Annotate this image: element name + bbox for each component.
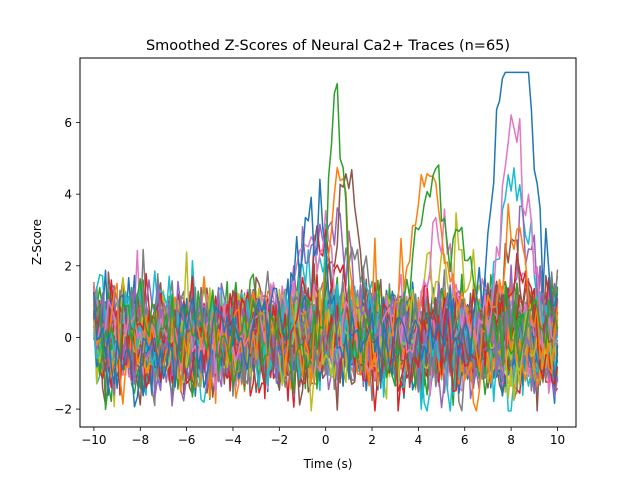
x-tick-label: 10 [550, 433, 565, 447]
x-tick-label: −4 [224, 433, 242, 447]
chart-title: Smoothed Z-Scores of Neural Ca2+ Traces … [146, 38, 510, 54]
y-tick-label: 4 [64, 188, 72, 202]
y-axis-ticks: −2 0 2 4 6 [54, 116, 80, 417]
x-tick-label: −8 [131, 433, 149, 447]
x-tick-label: 8 [507, 433, 515, 447]
x-tick-label: −2 [270, 433, 288, 447]
x-tick-label: −6 [178, 433, 196, 447]
y-tick-label: −2 [54, 403, 72, 417]
x-tick-label: 2 [368, 433, 376, 447]
y-tick-label: 2 [64, 259, 72, 273]
y-tick-label: 0 [64, 331, 72, 345]
x-tick-label: −10 [81, 433, 106, 447]
y-tick-label: 6 [64, 116, 72, 130]
axes-frame [79, 57, 577, 428]
series-layer [93, 71, 559, 412]
trace-line-2 [93, 82, 559, 394]
x-tick-label: 6 [461, 433, 469, 447]
x-tick-label: 0 [322, 433, 330, 447]
trace-line-1 [93, 71, 559, 408]
x-axis-label: Time (s) [303, 457, 353, 471]
x-axis-ticks: −10 −8 −6 −4 −2 0 2 4 6 8 10 [81, 427, 565, 447]
y-axis-label: Z-Score [30, 219, 44, 265]
x-tick-label: 4 [415, 433, 423, 447]
